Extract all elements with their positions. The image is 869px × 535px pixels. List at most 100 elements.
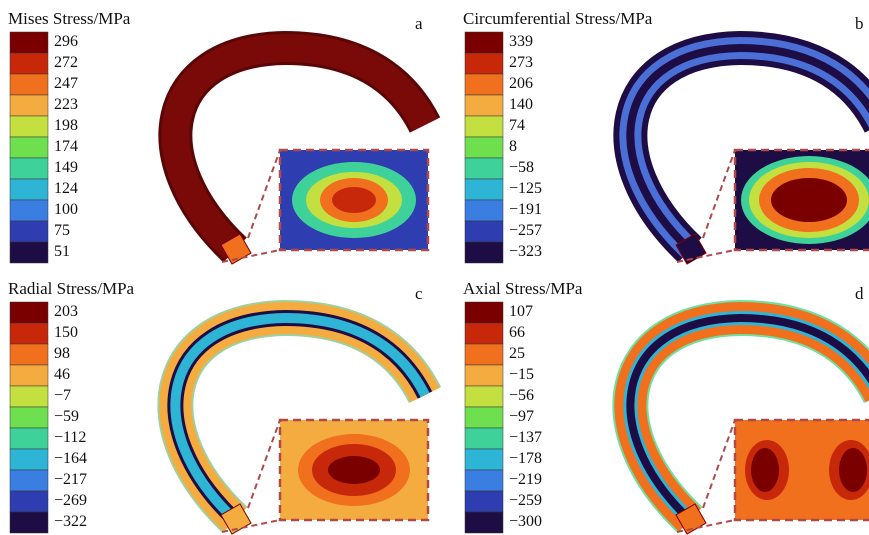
legend-swatch xyxy=(10,470,48,491)
legend-label: 223 xyxy=(54,96,78,113)
legend-swatch xyxy=(465,200,503,221)
legend-swatch xyxy=(465,302,503,323)
legend-label: 149 xyxy=(54,159,78,176)
legend-label: 98 xyxy=(54,345,70,362)
legend-label: −164 xyxy=(54,450,87,467)
legend-label: 339 xyxy=(509,33,533,50)
panel: Circumferential Stress/MPa b 339 273 206 140 7… xyxy=(463,9,869,264)
legend-swatch xyxy=(10,137,48,158)
panel-title: Circumferential Stress/MPa xyxy=(463,9,653,28)
legend-swatch xyxy=(10,74,48,95)
legend-label: 206 xyxy=(509,75,533,92)
panel-letter: a xyxy=(415,14,423,33)
legend-swatch xyxy=(465,491,503,512)
legend-label: 174 xyxy=(54,138,78,155)
legend-label: −7 xyxy=(54,387,71,404)
inset-contour xyxy=(839,448,867,492)
legend-swatch xyxy=(465,179,503,200)
legend-swatch xyxy=(465,137,503,158)
legend-swatch xyxy=(10,221,48,242)
legend-swatch xyxy=(10,365,48,386)
legend-swatch xyxy=(10,179,48,200)
legend-swatch xyxy=(465,512,503,533)
inset-contour xyxy=(751,448,779,492)
legend-swatch xyxy=(465,74,503,95)
legend-label: −59 xyxy=(54,408,79,425)
legend-swatch xyxy=(465,95,503,116)
legend-label: 8 xyxy=(509,138,517,155)
legend-label: 51 xyxy=(54,243,70,260)
legend-label: 140 xyxy=(509,96,533,113)
legend-swatch xyxy=(10,386,48,407)
panel-letter: c xyxy=(415,284,423,303)
legend-swatch xyxy=(465,407,503,428)
legend-label: 66 xyxy=(509,324,525,341)
panel-letter: d xyxy=(855,284,864,303)
legend-label: 46 xyxy=(54,366,70,383)
legend-swatch xyxy=(465,158,503,179)
legend-label: −56 xyxy=(509,387,534,404)
inset-contour xyxy=(771,178,847,222)
legend-swatch xyxy=(465,470,503,491)
legend-label: −257 xyxy=(509,222,542,239)
legend-label: 272 xyxy=(54,54,78,71)
leader xyxy=(248,420,280,508)
legend-label: 25 xyxy=(509,345,525,362)
legend-swatch xyxy=(465,221,503,242)
legend-swatch xyxy=(465,449,503,470)
legend-swatch xyxy=(10,323,48,344)
legend-swatch xyxy=(465,428,503,449)
legend-label: −125 xyxy=(509,180,542,197)
legend-swatch xyxy=(10,344,48,365)
legend-label: 273 xyxy=(509,54,533,71)
legend-label: −300 xyxy=(509,513,542,530)
legend-label: 296 xyxy=(54,33,78,50)
legend-swatch xyxy=(465,386,503,407)
legend-label: 107 xyxy=(509,303,533,320)
legend-label: 247 xyxy=(54,75,78,92)
legend-label: 203 xyxy=(54,303,78,320)
legend-swatch xyxy=(10,116,48,137)
legend-swatch xyxy=(465,344,503,365)
legend-swatch xyxy=(10,53,48,74)
legend-swatch xyxy=(465,242,503,263)
legend-label: 100 xyxy=(54,201,78,218)
legend-swatch xyxy=(465,32,503,53)
legend-label: −15 xyxy=(509,366,534,383)
legend-label: −259 xyxy=(509,492,542,509)
leader xyxy=(703,420,735,508)
legend-label: −323 xyxy=(509,243,542,260)
legend-label: 124 xyxy=(54,180,78,197)
panel-title: Mises Stress/MPa xyxy=(8,9,131,28)
legend-label: 74 xyxy=(509,117,525,134)
leader xyxy=(248,150,280,238)
panel-title: Axial Stress/MPa xyxy=(463,279,583,298)
legend-swatch xyxy=(10,512,48,533)
figure: Mises Stress/MPa a 296 272 247 223 198 174 149 12… xyxy=(0,0,869,535)
legend-swatch xyxy=(10,95,48,116)
legend-label: −58 xyxy=(509,159,534,176)
legend-swatch xyxy=(10,158,48,179)
legend-label: −191 xyxy=(509,201,542,218)
legend-label: 198 xyxy=(54,117,78,134)
inset-contour xyxy=(332,187,376,213)
legend-label: −322 xyxy=(54,513,87,530)
legend-swatch xyxy=(465,53,503,74)
legend-label: 75 xyxy=(54,222,70,239)
legend-swatch xyxy=(10,428,48,449)
legend-label: −219 xyxy=(509,471,542,488)
legend-swatch xyxy=(10,32,48,53)
panel: Radial Stress/MPac2031509846−7−59−112−16… xyxy=(8,279,428,534)
legend-swatch xyxy=(465,323,503,344)
legend-swatch xyxy=(10,242,48,263)
leader xyxy=(703,150,735,238)
legend-label: −269 xyxy=(54,492,87,509)
legend-label: −178 xyxy=(509,450,542,467)
inset-contour xyxy=(328,456,380,484)
legend-swatch xyxy=(465,365,503,386)
legend-label: −137 xyxy=(509,429,542,446)
panel-letter: b xyxy=(855,14,864,33)
legend-label: −112 xyxy=(54,429,86,446)
legend-swatch xyxy=(10,302,48,323)
